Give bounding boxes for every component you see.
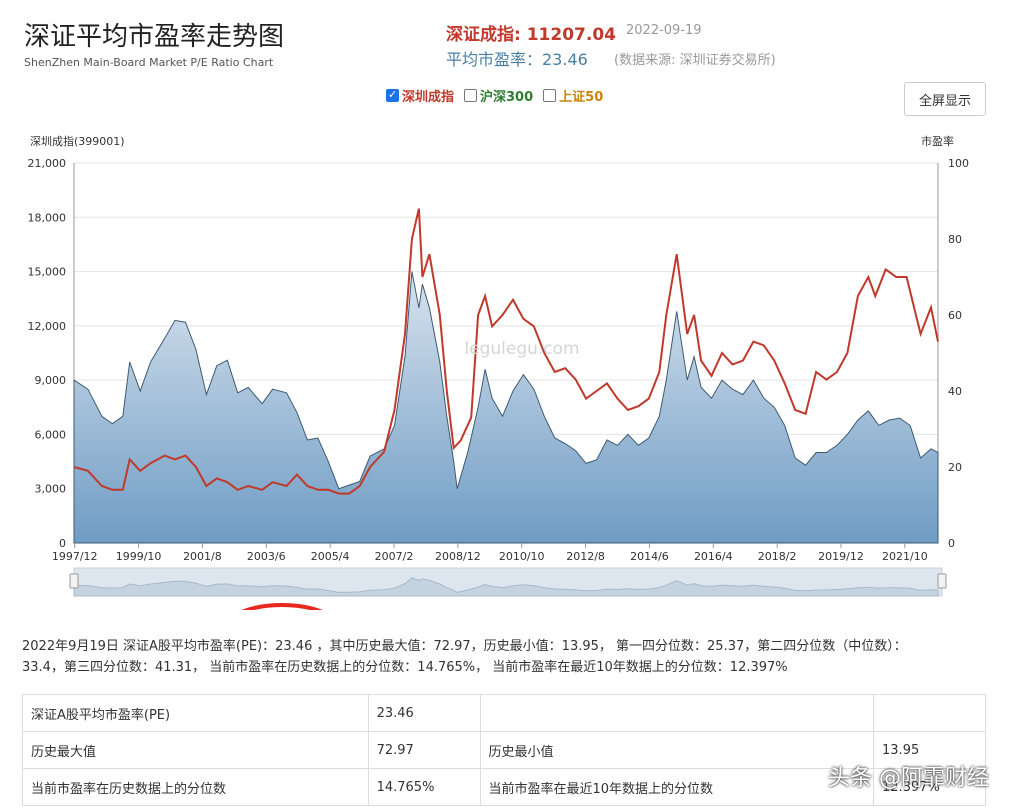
series-toggles: 深圳成指 沪深300 上证50 bbox=[386, 86, 603, 105]
toggle-sz50[interactable]: 上证50 bbox=[543, 86, 603, 105]
pe-value: 平均市盈率：23.46 bbox=[446, 50, 588, 69]
cell-10y-pct-value: 12.397% bbox=[873, 768, 986, 806]
y-left-tick-label: 12,000 bbox=[28, 320, 67, 333]
stats-table: 深证A股平均市盈率(PE) 23.46 历史最大值 72.97 历史最小值 13… bbox=[22, 694, 986, 806]
cell-max-label: 历史最大值 bbox=[22, 731, 369, 769]
y-right-tick-label: 0 bbox=[948, 537, 955, 550]
x-tick-label: 2005/4 bbox=[311, 550, 350, 563]
x-tick-label: 2018/2 bbox=[758, 550, 797, 563]
y-left-tick-label: 0 bbox=[59, 537, 66, 550]
fullscreen-button[interactable]: 全屏显示 bbox=[904, 82, 986, 116]
y-right-tick-label: 60 bbox=[948, 309, 962, 322]
y-left-tick-label: 21,000 bbox=[28, 157, 67, 170]
page-title: 深证平均市盈率走势图 bbox=[24, 22, 285, 52]
y-left-tick-label: 15,000 bbox=[28, 266, 67, 279]
annotation-circle bbox=[241, 603, 323, 610]
x-tick-label: 2010/10 bbox=[499, 550, 545, 563]
x-tick-label: 2008/12 bbox=[435, 550, 481, 563]
cell-hist-pct-value: 14.765% bbox=[367, 768, 481, 806]
table-row: 历史最大值 72.97 历史最小值 13.95 bbox=[22, 731, 986, 769]
y-right-ticks: 100 80 60 40 20 0 bbox=[948, 157, 969, 550]
x-tick-label: 2021/10 bbox=[882, 550, 928, 563]
y-left-ticks: 21,000 18,000 15,000 12,000 9,000 6,000 3,000 0 bbox=[28, 157, 67, 550]
y-right-tick-label: 100 bbox=[948, 157, 969, 170]
summary-line-1: 2022年9月19日 深证A股平均市盈率(PE)：23.46 ，其中历史最大值：… bbox=[22, 639, 907, 654]
cell-empty bbox=[873, 694, 986, 732]
navigator-right-handle[interactable] bbox=[937, 573, 947, 589]
x-tick-label: 2012/8 bbox=[566, 550, 605, 563]
page-subtitle: ShenZhen Main-Board Market P/E Ratio Cha… bbox=[24, 56, 274, 69]
y-right-axis-label: 市盈率 bbox=[921, 134, 954, 148]
cell-empty bbox=[480, 694, 875, 732]
x-axis-ticks: 1997/12 1999/10 2001/8 2003/6 2005/4 2007/2 20… bbox=[52, 543, 928, 563]
toggle-szcz-label: 深圳成指 bbox=[402, 90, 455, 105]
toggle-szcz[interactable]: 深圳成指 bbox=[386, 86, 454, 105]
x-tick-label: 2016/4 bbox=[694, 550, 733, 563]
navigator-preview bbox=[73, 577, 939, 597]
table-row: 深证A股平均市盈率(PE) 23.46 bbox=[22, 694, 986, 732]
x-tick-label: 2001/8 bbox=[183, 550, 222, 563]
y-right-tick-label: 20 bbox=[948, 461, 962, 474]
cell-min-label: 历史最小值 bbox=[479, 731, 875, 769]
index-value: 深证成指: 11207.04 bbox=[446, 25, 616, 45]
y-left-axis-label: 深圳成指(399001) bbox=[30, 134, 125, 148]
toggle-hs300[interactable]: 沪深300 bbox=[464, 86, 533, 105]
x-tick-label: 2003/6 bbox=[247, 550, 286, 563]
y-left-tick-label: 18,000 bbox=[28, 211, 67, 224]
cell-max-value: 72.97 bbox=[367, 731, 481, 769]
x-tick-label: 1999/10 bbox=[116, 550, 162, 563]
pe-chart: 深圳成指(399001) 市盈率 21,000 18,000 15,000 12,00… bbox=[28, 134, 969, 610]
toggle-hs300-label: 沪深300 bbox=[480, 90, 534, 105]
checkbox-hs300[interactable] bbox=[464, 89, 478, 102]
author-watermark: 头条 @阿霏财经 bbox=[828, 766, 989, 791]
y-right-tick-label: 40 bbox=[948, 385, 962, 398]
chart-watermark: legulegu.com bbox=[464, 339, 579, 359]
checkbox-szcz[interactable] bbox=[386, 88, 399, 102]
x-tick-label: 1997/12 bbox=[52, 550, 98, 563]
table-row: 当前市盈率在历史数据上的分位数 14.765% 当前市盈率在最近10年数据上的分… bbox=[22, 768, 986, 806]
summary-paragraph: 2022年9月19日 深证A股平均市盈率(PE)：23.46 ，其中历史最大值：… bbox=[22, 636, 982, 678]
summary-line-2: 33.4，第三四分位数：41.31， 当前市盈率在历史数据上的分位数：14.76… bbox=[22, 660, 788, 675]
cell-pe-value: 23.46 bbox=[367, 694, 481, 732]
navigator-left-handle[interactable] bbox=[69, 573, 79, 589]
data-source: (数据来源: 深圳证券交易所) bbox=[614, 53, 776, 68]
pe-line-series bbox=[73, 208, 939, 495]
checkbox-sz50[interactable] bbox=[543, 89, 557, 102]
y-left-tick-label: 6,000 bbox=[35, 428, 67, 441]
index-date: 2022-09-19 bbox=[626, 23, 702, 38]
toggle-sz50-label: 上证50 bbox=[559, 90, 604, 105]
y-right-tick-label: 80 bbox=[948, 233, 962, 246]
x-tick-label: 2014/6 bbox=[630, 550, 669, 563]
index-area-series bbox=[73, 271, 939, 544]
cell-10y-pct-label: 当前市盈率在最近10年数据上的分位数 bbox=[479, 768, 875, 806]
range-navigator[interactable] bbox=[69, 567, 947, 597]
cell-hist-pct-label: 当前市盈率在历史数据上的分位数 bbox=[22, 768, 369, 806]
x-tick-label: 2019/12 bbox=[818, 550, 864, 563]
y-left-tick-label: 9,000 bbox=[35, 374, 67, 387]
cell-pe-label: 深证A股平均市盈率(PE) bbox=[22, 694, 369, 732]
y-left-tick-label: 3,000 bbox=[35, 483, 67, 496]
x-tick-label: 2007/2 bbox=[375, 550, 414, 563]
